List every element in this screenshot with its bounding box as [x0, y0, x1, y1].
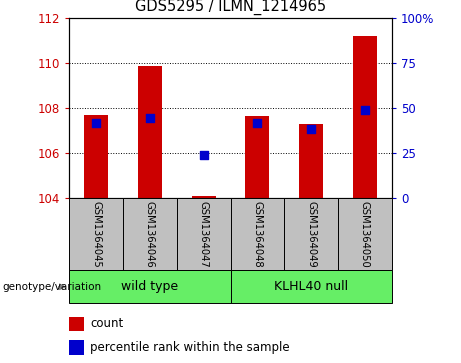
- Bar: [245, 116, 270, 198]
- Bar: [138, 66, 162, 198]
- Bar: [69, 340, 84, 355]
- Bar: [353, 36, 377, 198]
- Bar: [230, 270, 392, 303]
- Text: GSM1364050: GSM1364050: [360, 201, 370, 268]
- Text: GSM1364047: GSM1364047: [199, 201, 209, 268]
- Point: [361, 107, 369, 113]
- Bar: [123, 198, 177, 270]
- Bar: [191, 196, 216, 198]
- Bar: [338, 198, 392, 270]
- Text: percentile rank within the sample: percentile rank within the sample: [90, 341, 290, 354]
- Text: genotype/variation: genotype/variation: [2, 282, 101, 292]
- Text: wild type: wild type: [121, 280, 178, 293]
- Bar: [69, 270, 230, 303]
- Bar: [69, 198, 123, 270]
- Bar: [69, 317, 84, 331]
- Point: [200, 152, 207, 158]
- Bar: [284, 198, 338, 270]
- Bar: [299, 124, 323, 198]
- Text: GSM1364046: GSM1364046: [145, 201, 155, 268]
- Bar: [177, 198, 230, 270]
- Bar: [84, 115, 108, 198]
- Text: count: count: [90, 318, 124, 330]
- Text: GSM1364045: GSM1364045: [91, 201, 101, 268]
- Point: [92, 120, 100, 126]
- Text: GSM1364049: GSM1364049: [306, 201, 316, 268]
- Point: [254, 120, 261, 126]
- Point: [146, 115, 154, 121]
- Text: GSM1364048: GSM1364048: [252, 201, 262, 268]
- Bar: [230, 198, 284, 270]
- Point: [307, 126, 315, 132]
- Text: KLHL40 null: KLHL40 null: [274, 280, 348, 293]
- Title: GDS5295 / ILMN_1214965: GDS5295 / ILMN_1214965: [135, 0, 326, 15]
